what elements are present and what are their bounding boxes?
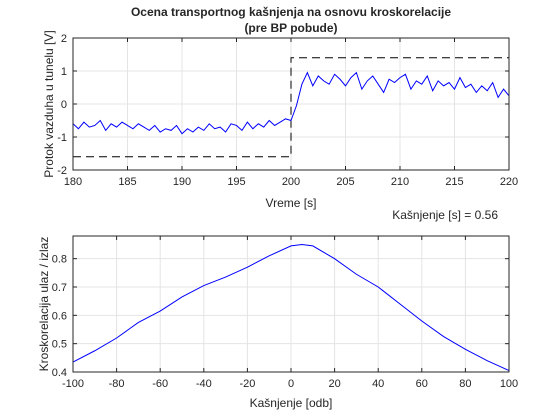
bottom-y-tick-label: 0.6	[52, 310, 67, 322]
bottom-x-tick-label: -60	[152, 378, 168, 390]
bottom-x-tick-label: 40	[372, 378, 384, 390]
bottom-axes-frame	[72, 235, 510, 373]
top-x-tick-label: 190	[173, 176, 191, 188]
top-x-tick-label: 215	[445, 176, 463, 188]
top-y-tick-label: 0	[61, 99, 67, 111]
top-y-tick-label: 2	[61, 33, 67, 45]
top-series-line-0	[73, 57, 509, 158]
top-chart-title: Ocena transportnog kašnjenja na osnovu k…	[131, 5, 451, 19]
bottom-axes: -100 -80 -60 -40 -20 0 20 40 60 80 100 0.4 0.5 0.6 0.7…	[37, 235, 518, 410]
bottom-x-tick-label: -100	[62, 378, 84, 390]
bottom-y-tick-label: 0.8	[52, 254, 67, 266]
bottom-x-tick-label: 0	[288, 378, 294, 390]
top-x-tick-label: 220	[500, 176, 518, 188]
bottom-y-tick-label: 0.5	[52, 339, 67, 351]
bottom-y-tick-label: 0.7	[52, 282, 67, 294]
top-x-tick-label: 185	[118, 176, 136, 188]
top-x-tick-label: 200	[282, 176, 300, 188]
delay-annotation: Kašnjenje [s] = 0.56	[392, 208, 498, 222]
top-axes: Ocena transportnog kašnjenja na osnovu k…	[42, 5, 518, 210]
bottom-x-tick-label: 20	[328, 378, 340, 390]
bottom-x-tick-label: 60	[416, 378, 428, 390]
top-series-line-1	[72, 71, 510, 135]
bottom-x-tick-label: -80	[109, 378, 125, 390]
top-y-axis-label: Protok vazduha u tunelu [V]	[42, 30, 56, 177]
bottom-x-axis-label: Kašnjenje [odb]	[250, 396, 333, 410]
top-x-tick-label: 195	[227, 176, 245, 188]
bottom-y-axis-label: Kroskorelacija ulaz / izlaz	[37, 237, 51, 372]
top-x-tick-label: 210	[391, 176, 409, 188]
bottom-x-tick-label: -20	[239, 378, 255, 390]
bottom-x-tick-label: 80	[459, 378, 471, 390]
top-chart-subtitle: (pre BP pobude)	[244, 21, 337, 35]
top-y-tick-label: -2	[57, 165, 67, 177]
bottom-y-tick-label: 0.4	[52, 367, 67, 379]
top-y-tick-label: -1	[57, 132, 67, 144]
top-x-tick-label: 180	[64, 176, 82, 188]
top-y-tick-label: 1	[61, 66, 67, 78]
bottom-x-tick-label: 100	[500, 378, 518, 390]
top-x-tick-label: 205	[336, 176, 354, 188]
bottom-series-line-0	[72, 243, 510, 372]
top-x-axis-label: Vreme [s]	[266, 196, 317, 210]
bottom-x-tick-label: -40	[196, 378, 212, 390]
top-axes-frame	[72, 37, 510, 171]
